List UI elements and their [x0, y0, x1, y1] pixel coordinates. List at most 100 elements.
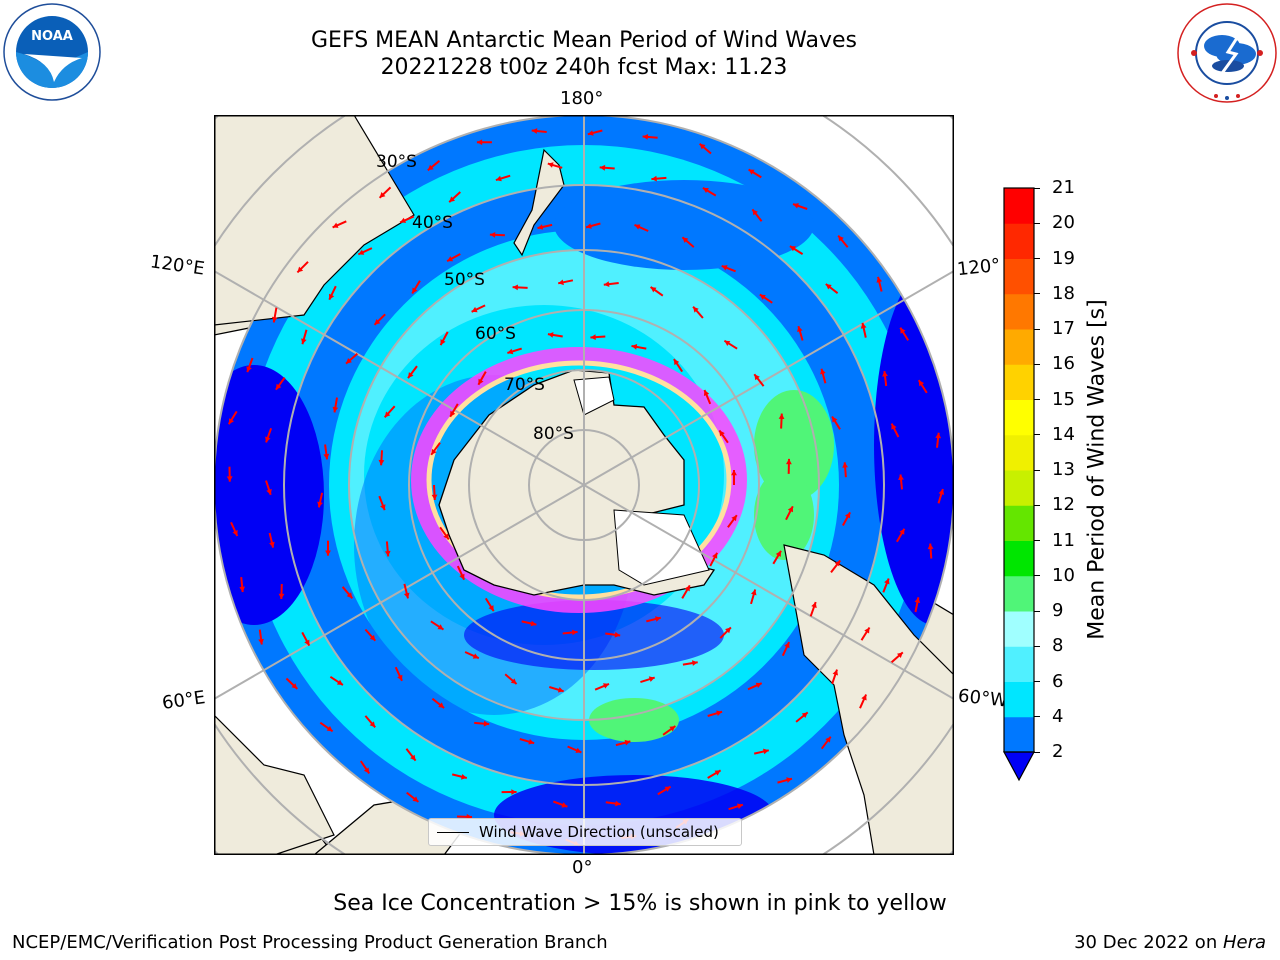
- wave-arrow-head: [820, 368, 826, 375]
- wave-arrow-head: [403, 592, 410, 599]
- wave-arrow-head: [329, 293, 335, 300]
- wave-arrow-head: [801, 712, 808, 718]
- antarctica-landmass: [438, 369, 716, 596]
- wave-arrow-head: [725, 627, 731, 634]
- colorbar-scale: [1002, 187, 1036, 782]
- colorbar-tick-mark: [1034, 328, 1040, 330]
- wave-arrow-head: [876, 276, 883, 283]
- sea-ice-caption: Sea Ice Concentration > 15% is shown in …: [333, 891, 947, 916]
- wave-arrow-head: [408, 372, 414, 379]
- wave-arrow-head: [737, 803, 743, 809]
- colorbar-segment: [1004, 540, 1034, 577]
- colorbar-segment: [1004, 646, 1034, 682]
- wave-arrow-head: [703, 390, 710, 396]
- wave-arrow-head: [615, 800, 621, 807]
- wave-arrow-head: [239, 586, 245, 592]
- legend-label: Wind Wave Direction (unscaled): [479, 823, 719, 841]
- colorbar-extend-triangle: [1002, 751, 1036, 782]
- wave-arrow-head: [291, 683, 298, 689]
- colorbar-tick-mark: [1034, 575, 1040, 577]
- wave-arrow-head: [882, 371, 888, 377]
- footer-date: 30 Dec 2022 on: [1074, 932, 1223, 953]
- colorbar-segment: [1004, 293, 1034, 330]
- map-panel: [63, 0, 1105, 960]
- colorbar-tick-label: 18: [1052, 282, 1075, 304]
- wave-arrow-head: [811, 602, 817, 609]
- wave-arrow-head: [784, 642, 790, 649]
- wave-arrow-head: [427, 164, 434, 171]
- wave-arrow-head: [275, 383, 282, 390]
- wave-arrow-head: [461, 774, 467, 780]
- wave-arrow-head: [440, 339, 446, 346]
- map-legend: Wind Wave Direction (unscaled): [428, 818, 742, 846]
- colorbar-segment: [1004, 329, 1034, 365]
- wave-arrow-head: [459, 573, 465, 580]
- colorbar-tick-label: 14: [1052, 423, 1075, 445]
- wave-arrow-head: [449, 196, 455, 203]
- wave-arrow-head: [786, 458, 792, 465]
- wave-arrow-head: [558, 279, 564, 286]
- wave-arrow-head: [699, 143, 706, 150]
- colorbar-tick-mark: [1034, 645, 1040, 647]
- wave-arrow-head: [748, 169, 755, 175]
- lat-label-30s: 30°S: [376, 152, 417, 172]
- colorbar-tick-mark: [1034, 187, 1040, 189]
- lon-label-180: 180°: [560, 88, 604, 109]
- wave-arrow-head: [528, 739, 535, 745]
- wave-arrow-head: [431, 448, 437, 455]
- footer-left: NCEP/EMC/Verification Post Processing Pr…: [12, 932, 608, 953]
- wave-arrow-head: [537, 224, 544, 230]
- wave-arrow-head: [918, 380, 925, 387]
- wave-arrow-head: [269, 541, 275, 548]
- colorbar-tick-label: 21: [1052, 177, 1075, 198]
- wave-arrow-head: [531, 128, 538, 134]
- colorbar-tick-label: 4: [1052, 705, 1064, 727]
- wave-arrow-head: [714, 770, 721, 776]
- colorbar-segment: [1004, 223, 1034, 259]
- colorbar-tick-label: 8: [1052, 635, 1064, 657]
- wave-arrow-head: [692, 660, 698, 666]
- colorbar-tick-mark: [1034, 258, 1040, 259]
- wave-arrow-head: [547, 162, 554, 168]
- wave-arrow-head: [438, 702, 445, 708]
- colorbar-tick-label: 17: [1052, 318, 1075, 339]
- colorbar-segment: [1004, 470, 1034, 506]
- wave-arrow-head: [789, 246, 796, 252]
- wave-arrow-head: [793, 203, 799, 209]
- wave-arrow-head: [471, 306, 478, 313]
- legend-line-swatch: [437, 831, 469, 833]
- wave-arrow-head: [778, 413, 785, 419]
- colorbar-tick-mark: [1034, 399, 1040, 400]
- lon-label-60e: 60°E: [160, 687, 207, 714]
- wave-arrow-head: [891, 423, 897, 430]
- wave-arrow-head: [547, 332, 554, 338]
- wave-arrow-head: [226, 476, 233, 482]
- wave-arrow-head: [278, 593, 285, 599]
- wave-arrow-head: [787, 506, 793, 513]
- colorbar: [1000, 186, 1040, 786]
- wave-arrow-head: [897, 652, 903, 658]
- wave-arrow-head: [346, 592, 353, 599]
- wave-arrow-head: [437, 624, 444, 630]
- wave-arrow-head: [634, 224, 641, 230]
- wave-arrow-head: [557, 687, 564, 693]
- wave-arrow-head: [228, 418, 234, 425]
- wave-arrow-head: [575, 747, 582, 753]
- wave-arrow-head: [842, 462, 848, 468]
- wave-arrow-head: [443, 533, 449, 540]
- wave-arrow-head: [719, 430, 725, 437]
- wave-arrow-head: [530, 620, 537, 627]
- wave-arrow-head: [304, 639, 310, 646]
- australia-landmass: [213, 114, 415, 326]
- wave-arrow-head: [861, 694, 867, 701]
- wave-arrow-head: [832, 669, 838, 676]
- wave-arrow-head: [724, 340, 731, 346]
- colorbar-tick-label: 13: [1052, 459, 1075, 480]
- wave-arrow-head: [488, 605, 494, 612]
- wave-arrow-head: [631, 344, 638, 350]
- wave-arrow-head: [898, 474, 904, 480]
- colorbar-tick-mark: [1034, 222, 1040, 224]
- wave-arrow-head: [374, 319, 381, 325]
- wave-arrow-head: [510, 678, 517, 684]
- colorbar-tick-mark: [1034, 434, 1040, 436]
